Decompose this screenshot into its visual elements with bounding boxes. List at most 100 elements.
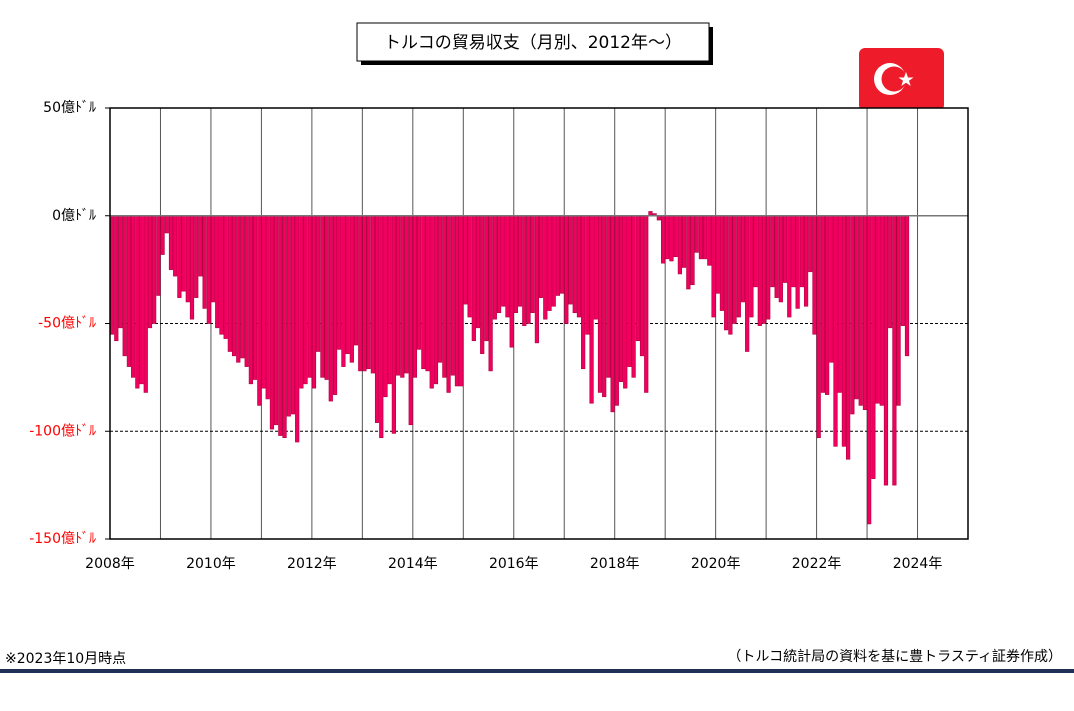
- bar: [227, 215, 232, 352]
- bar: [665, 215, 670, 260]
- bar: [248, 215, 253, 385]
- bar: [787, 215, 792, 318]
- note: ※2023年10月時点: [5, 651, 126, 667]
- bar: [454, 215, 460, 387]
- bar: [825, 215, 830, 395]
- flag: [859, 48, 944, 130]
- bar: [438, 215, 443, 363]
- bar: [551, 215, 556, 307]
- x-tick-label: 2012年: [287, 556, 337, 572]
- bar: [202, 215, 207, 309]
- bar: [122, 215, 127, 357]
- bar: [585, 215, 590, 335]
- bar: [513, 215, 518, 314]
- bar: [269, 215, 275, 430]
- bar: [761, 215, 767, 324]
- bar: [850, 215, 855, 415]
- bar: [564, 215, 569, 324]
- flag-star: [898, 72, 914, 86]
- bar: [669, 215, 674, 262]
- y-tick-label: -150億ﾄﾞﾙ: [29, 531, 96, 547]
- bar: [177, 215, 182, 298]
- bar: [181, 215, 186, 292]
- bar: [274, 215, 279, 426]
- bar: [278, 215, 283, 436]
- bar: [904, 215, 910, 357]
- bar: [522, 215, 527, 326]
- bar: [114, 215, 119, 342]
- bar: [644, 215, 649, 393]
- bar: [631, 215, 636, 378]
- bar: [341, 215, 346, 367]
- bar: [509, 215, 514, 348]
- bar: [635, 215, 640, 342]
- bar: [715, 215, 720, 294]
- bar: [316, 215, 321, 352]
- chart-title: トルコの貿易収支（月別、2012年～）: [384, 33, 682, 53]
- bar: [492, 215, 497, 320]
- flag-crescent-inner: [881, 66, 907, 92]
- bar: [862, 215, 868, 410]
- bar: [463, 215, 468, 305]
- bar: [639, 215, 645, 357]
- bar: [332, 215, 338, 395]
- bar: [883, 215, 889, 486]
- bar: [892, 215, 897, 486]
- bar: [290, 215, 296, 415]
- bar: [505, 215, 510, 318]
- bar: [189, 215, 195, 320]
- bar: [219, 215, 224, 335]
- bar: [286, 215, 291, 417]
- bar: [694, 215, 699, 253]
- bar: [252, 215, 258, 380]
- bar: [471, 215, 476, 342]
- bar: [724, 215, 729, 331]
- bar: [602, 215, 607, 398]
- bar: [740, 215, 746, 303]
- bar: [778, 215, 783, 303]
- bar: [345, 215, 350, 354]
- x-tick-label: 2014年: [388, 556, 438, 572]
- bar: [820, 215, 825, 393]
- bar: [244, 215, 249, 367]
- bar: [871, 215, 876, 479]
- bar: [841, 215, 847, 447]
- bar: [257, 215, 262, 406]
- bar: [156, 215, 161, 296]
- bar: [698, 215, 704, 260]
- bar: [803, 215, 809, 307]
- bar: [400, 215, 405, 378]
- x-tick-label: 2024年: [893, 556, 943, 572]
- x-tick-label: 2020年: [691, 556, 741, 572]
- bar: [379, 215, 384, 439]
- bar: [555, 215, 561, 296]
- bar: [829, 215, 834, 363]
- bar: [732, 215, 737, 324]
- bar: [774, 215, 779, 298]
- bar: [135, 215, 140, 389]
- bar: [210, 215, 216, 303]
- bar: [147, 215, 153, 329]
- bar: [568, 215, 573, 305]
- bar: [614, 215, 619, 406]
- bar: [261, 215, 266, 389]
- bar: [391, 215, 396, 434]
- bar: [879, 215, 884, 406]
- bar: [572, 215, 577, 314]
- bar: [816, 215, 821, 439]
- bar: [307, 215, 312, 378]
- bar: [673, 215, 678, 257]
- bar: [164, 215, 169, 234]
- bar: [875, 215, 880, 404]
- bar: [194, 215, 199, 298]
- bar: [480, 215, 485, 354]
- bar: [387, 215, 392, 385]
- bar: [408, 215, 413, 426]
- bar: [728, 215, 733, 335]
- bar: [282, 215, 287, 439]
- bar: [152, 215, 157, 324]
- bar: [324, 215, 329, 380]
- x-tick-label: 2016年: [489, 556, 539, 572]
- bar: [538, 215, 544, 298]
